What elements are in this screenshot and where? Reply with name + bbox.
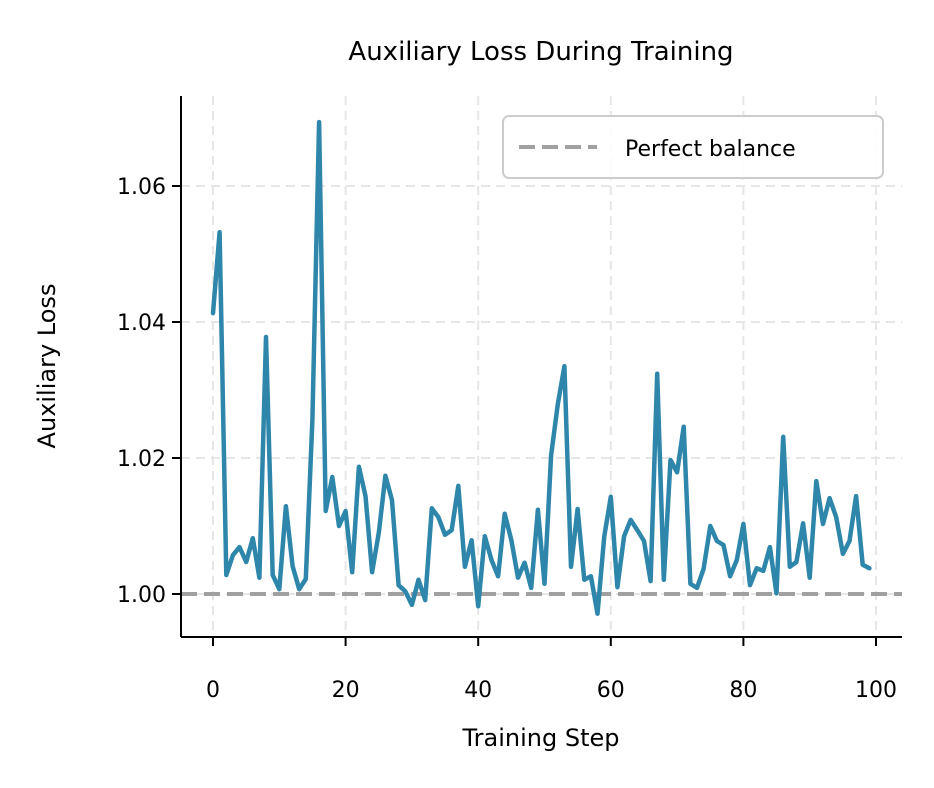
loss-series-polyline: [210, 119, 872, 616]
y-ticks: 1.00 1.02 1.04 1.06: [117, 175, 181, 608]
y-tick-label: 1.06: [117, 175, 166, 200]
x-tick-label: 40: [464, 678, 492, 703]
legend: Perfect balance: [502, 115, 884, 179]
y-tick-label: 1.00: [117, 583, 166, 608]
x-tick-label: 80: [729, 678, 757, 703]
x-tick-label: 100: [855, 678, 897, 703]
loss-line: [210, 119, 872, 616]
y-tick-label: 1.02: [117, 447, 166, 472]
x-tick-label: 0: [206, 678, 220, 703]
legend-label-perfect-balance: Perfect balance: [625, 137, 796, 162]
x-tick-label: 60: [597, 678, 625, 703]
y-axis-label: Auxiliary Loss: [33, 284, 61, 449]
y-tick-label: 1.04: [117, 311, 166, 336]
x-ticks: 0 20 40 60 80 100: [206, 637, 897, 703]
x-tick-label: 20: [332, 678, 360, 703]
legend-box: [502, 115, 884, 179]
chart-title: Auxiliary Loss During Training: [348, 37, 733, 67]
x-axis-label: Training Step: [462, 724, 620, 752]
